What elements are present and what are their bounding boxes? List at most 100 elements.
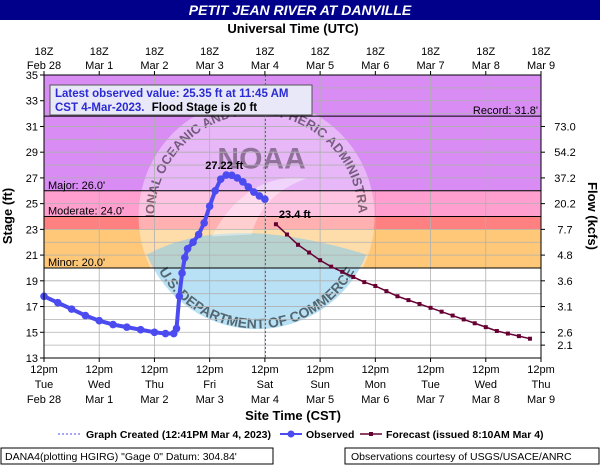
left-tick-label: 19 <box>26 276 38 288</box>
right-axis-title: Flow (kcfs) <box>585 182 600 250</box>
forecast-point <box>351 274 356 279</box>
observed-point <box>95 316 104 325</box>
forecast-point <box>273 222 278 227</box>
observed-point <box>178 269 186 277</box>
forecast-point <box>340 269 345 274</box>
observed-point <box>255 192 264 200</box>
forecast-point <box>439 309 444 314</box>
legend-forecast: Forecast (issued 8:10AM Mar 4) <box>386 429 544 441</box>
bottom-tick-time: 12pm <box>306 364 334 376</box>
bottom-tick-day: Sun <box>310 379 330 391</box>
right-tick-label: 73.0 <box>554 121 575 133</box>
observed-point <box>261 195 269 203</box>
top-tick-date: Feb 28 <box>27 60 61 72</box>
right-tick-label: 20.2 <box>554 199 575 211</box>
observed-point <box>205 202 214 211</box>
right-tick-label: 3.6 <box>557 276 572 288</box>
forecast-point <box>362 280 367 285</box>
observed-point <box>172 324 181 333</box>
observed-point <box>123 323 131 331</box>
forecast-point <box>384 289 389 294</box>
bottom-tick-day: Sat <box>257 379 274 391</box>
observed-point <box>211 186 219 195</box>
forecast-point <box>329 264 334 269</box>
observed-point <box>81 311 90 320</box>
observed-point <box>222 171 231 179</box>
seal-noaa-text: NOAA <box>217 143 305 176</box>
top-tick-label: 18Z <box>35 46 54 58</box>
bottom-tick-date: Mar 2 <box>140 394 168 406</box>
minor-label: Minor: 20.0' <box>48 257 105 269</box>
bottom-tick-day: Tue <box>35 379 54 391</box>
top-tick-label: 18Z <box>476 46 495 58</box>
left-tick-label: 27 <box>26 173 38 185</box>
observed-point <box>150 328 159 337</box>
left-axis-title: Stage (ft) <box>0 188 15 244</box>
top-tick-date: Mar 7 <box>416 60 444 72</box>
observed-point <box>216 175 225 183</box>
forecast-start-label: 23.4 ft <box>279 209 311 221</box>
peak-label: 27.22 ft <box>205 160 243 172</box>
observed-point <box>189 238 197 247</box>
observed-point <box>54 298 62 307</box>
top-tick-label: 18Z <box>311 46 330 58</box>
bottom-tick-time: 12pm <box>196 364 224 376</box>
latest-value-date: CST 4-Mar-2023. <box>55 102 144 114</box>
top-tick-date: Mar 2 <box>140 60 168 72</box>
plot-frame <box>43 74 542 359</box>
bottom-tick-date: Mar 7 <box>416 394 444 406</box>
left-tick-label: 13 <box>26 353 38 365</box>
bottom-tick-time: 12pm <box>362 364 390 376</box>
bottom-tick-date: Mar 1 <box>85 394 113 406</box>
top-tick-date: Mar 8 <box>472 60 500 72</box>
observed-point <box>136 325 145 334</box>
right-tick-label: 7.7 <box>557 224 572 236</box>
bottom-tick-time: 12pm <box>417 364 445 376</box>
top-tick-label: 18Z <box>532 46 551 58</box>
bottom-tick-time: 12pm <box>251 364 279 376</box>
top-tick-label: 18Z <box>421 46 440 58</box>
forecast-point <box>483 325 488 330</box>
bottom-tick-time: 12pm <box>30 364 58 376</box>
observed-point <box>250 188 258 196</box>
chart-title: PETIT JEAN RIVER AT DANVILLE <box>0 0 600 20</box>
right-tick-label: 3.1 <box>557 302 572 314</box>
legend-forecast-marker <box>369 432 373 436</box>
observed-point <box>244 183 253 191</box>
observed-point <box>161 329 170 338</box>
legend-graph-created: Graph Created (12:41PM Mar 4, 2023) <box>86 429 271 441</box>
bottom-tick-date: Mar 4 <box>251 394 279 406</box>
bottom-tick-date: Mar 3 <box>196 394 224 406</box>
left-tick-label: 29 <box>26 147 38 159</box>
forecast-point <box>318 258 323 263</box>
left-tick-label: 15 <box>26 327 38 339</box>
latest-value-line2: CST 4-Mar-2023. Flood Stage is 20 ft <box>55 102 257 114</box>
right-tick-label: 37.2 <box>554 173 575 185</box>
bottom-tick-day: Fri <box>203 379 216 391</box>
forecast-point <box>417 301 422 306</box>
latest-value-box <box>49 84 313 116</box>
top-axis-title: Universal Time (UTC) <box>227 21 358 36</box>
forecast-point <box>450 313 455 318</box>
bottom-tick-day: Wed <box>88 379 110 391</box>
top-tick-date: Mar 1 <box>85 60 113 72</box>
observed-point <box>200 219 208 227</box>
flood-stage-note: Flood Stage is 20 ft <box>152 102 258 114</box>
top-tick-date: Mar 5 <box>306 60 334 72</box>
forecast-point <box>505 331 510 336</box>
footer-courtesy: Observations courtesy of USGS/USACE/ANRC <box>351 451 572 463</box>
top-tick-label: 18Z <box>200 46 219 58</box>
right-tick-label: 2.6 <box>557 327 572 339</box>
forecast-point <box>494 328 499 333</box>
moderate-label: Moderate: 24.0' <box>48 206 124 218</box>
right-tick-label: 2.1 <box>557 340 572 352</box>
footer-datum: DANA4(plotting HGIRG) "Gage 0" Datum: 30… <box>5 451 237 463</box>
forecast-point <box>516 334 521 339</box>
left-tick-label: 23 <box>26 224 38 236</box>
legend-observed: Observed <box>306 429 354 441</box>
bottom-tick-day: Tue <box>421 379 440 391</box>
observed-point <box>194 230 203 239</box>
forecast-point <box>428 305 433 310</box>
latest-value-line1: Latest observed value: 25.35 ft at 11:45… <box>55 88 289 100</box>
bottom-tick-date: Feb 28 <box>27 394 61 406</box>
